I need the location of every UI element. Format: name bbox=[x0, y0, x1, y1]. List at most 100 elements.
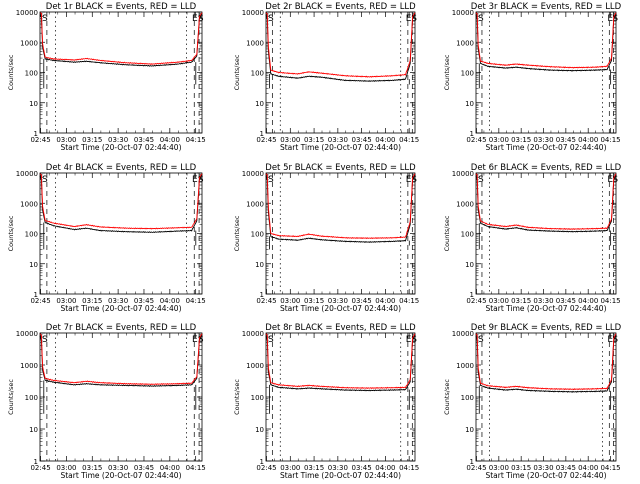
y-tick-label: 1 bbox=[34, 130, 38, 138]
panel-title: Det 9r BLACK = Events, RED = LLD bbox=[471, 323, 622, 333]
panel-title: Det 6r BLACK = Events, RED = LLD bbox=[471, 163, 622, 173]
y-tick-label: 1000 bbox=[246, 200, 264, 208]
detector-panel-6: Det 6r BLACK = Events, RED = LLD 1 10 100 10… bbox=[443, 163, 622, 313]
y-tick-label: 1 bbox=[34, 291, 38, 299]
x-tick-label: 03:00 bbox=[280, 464, 300, 472]
x-tick-label: 03:30 bbox=[533, 297, 553, 305]
x-tick-label: 02:45 bbox=[466, 297, 486, 305]
x-tick-label: 03:45 bbox=[134, 297, 154, 305]
lld-series-line bbox=[39, 12, 203, 65]
lld-series-line bbox=[39, 173, 203, 230]
x-tick-label: 04:00 bbox=[578, 464, 598, 472]
x-axis-label: Start Time (20-Oct-07 02:44:40) bbox=[280, 304, 401, 313]
start-marker-label: S bbox=[42, 175, 48, 185]
y-axis-label: Counts/sec bbox=[7, 379, 15, 415]
y-tick-label: 1000 bbox=[20, 362, 38, 370]
x-tick-label: 04:15 bbox=[186, 297, 206, 305]
y-axis-label: Counts/sec bbox=[233, 379, 241, 415]
panel-title: Det 5r BLACK = Events, RED = LLD bbox=[265, 163, 416, 173]
y-tick-label: 1000 bbox=[456, 39, 474, 47]
panel-title: Det 8r BLACK = Events, RED = LLD bbox=[265, 323, 416, 333]
y-tick-label: 1 bbox=[34, 458, 38, 466]
y-tick-label: 10 bbox=[465, 426, 474, 434]
x-axis-label: Start Time (20-Oct-07 02:44:40) bbox=[485, 304, 606, 313]
start-marker-label: S bbox=[411, 335, 417, 345]
events-series-line bbox=[475, 13, 617, 72]
x-tick-label: 03:45 bbox=[556, 464, 576, 472]
x-tick-label: 03:15 bbox=[511, 297, 531, 305]
x-tick-label: 04:00 bbox=[375, 136, 395, 144]
y-tick-label: 10000 bbox=[242, 9, 264, 17]
x-tick-label: 03:15 bbox=[511, 136, 531, 144]
y-tick-label: 10 bbox=[465, 261, 474, 269]
start-marker-label: S bbox=[42, 14, 48, 24]
events-series-line bbox=[265, 174, 416, 243]
y-axis-label: Counts/sec bbox=[7, 215, 15, 251]
x-tick-label: 03:00 bbox=[489, 464, 509, 472]
x-tick-label: 02:45 bbox=[30, 464, 50, 472]
end-marker-label: E bbox=[192, 14, 198, 24]
x-tick-label: 02:45 bbox=[30, 136, 50, 144]
start-marker-label: S bbox=[198, 14, 204, 24]
y-tick-label: 10 bbox=[255, 100, 264, 108]
x-tick-label: 03:45 bbox=[134, 464, 154, 472]
plot-frame bbox=[475, 332, 617, 462]
x-tick-label: 04:00 bbox=[160, 136, 180, 144]
x-tick-label: 03:30 bbox=[533, 136, 553, 144]
y-tick-label: 100 bbox=[461, 231, 474, 239]
end-marker-label: E bbox=[607, 14, 613, 24]
y-tick-label: 1000 bbox=[456, 200, 474, 208]
x-tick-label: 04:15 bbox=[600, 464, 620, 472]
start-marker-label: S bbox=[42, 335, 48, 345]
y-tick-label: 10 bbox=[29, 100, 38, 108]
end-marker-label: E bbox=[406, 335, 412, 345]
start-marker-label: S bbox=[198, 335, 204, 345]
y-tick-label: 100 bbox=[251, 394, 264, 402]
y-tick-label: 1 bbox=[470, 130, 474, 138]
y-tick-label: 1 bbox=[260, 291, 264, 299]
x-axis-label: Start Time (20-Oct-07 02:44:40) bbox=[485, 143, 606, 152]
x-tick-label: 04:15 bbox=[399, 297, 419, 305]
x-tick-label: 04:00 bbox=[375, 297, 395, 305]
y-tick-label: 10000 bbox=[16, 9, 38, 17]
lld-series-line bbox=[475, 333, 617, 391]
y-tick-label: 1 bbox=[260, 130, 264, 138]
x-axis-label: Start Time (20-Oct-07 02:44:40) bbox=[60, 304, 181, 313]
x-tick-label: 03:30 bbox=[328, 464, 348, 472]
plot-frame bbox=[39, 172, 203, 295]
y-tick-label: 10 bbox=[465, 100, 474, 108]
plot-frame bbox=[265, 332, 416, 462]
y-tick-label: 10000 bbox=[242, 170, 264, 178]
end-marker-label: E bbox=[192, 175, 198, 185]
y-axis-label: Counts/sec bbox=[233, 54, 241, 90]
x-tick-label: 04:00 bbox=[160, 297, 180, 305]
panel-title: Det 1r BLACK = Events, RED = LLD bbox=[46, 2, 197, 12]
x-tick-label: 03:00 bbox=[280, 136, 300, 144]
y-tick-label: 1000 bbox=[456, 362, 474, 370]
x-tick-label: 02:45 bbox=[30, 297, 50, 305]
x-axis-label: Start Time (20-Oct-07 02:44:40) bbox=[280, 471, 401, 480]
x-tick-label: 03:15 bbox=[511, 464, 531, 472]
start-marker-label: S bbox=[268, 335, 274, 345]
start-marker-label: S bbox=[478, 335, 484, 345]
y-tick-label: 100 bbox=[25, 394, 38, 402]
x-tick-label: 03:15 bbox=[304, 136, 324, 144]
plot-frame bbox=[39, 332, 203, 462]
x-tick-label: 04:15 bbox=[600, 297, 620, 305]
y-tick-label: 100 bbox=[461, 394, 474, 402]
x-axis-label: Start Time (20-Oct-07 02:44:40) bbox=[60, 143, 181, 152]
plot-frame bbox=[265, 11, 416, 134]
y-axis-label: Counts/sec bbox=[443, 379, 451, 415]
end-marker-label: E bbox=[192, 335, 198, 345]
y-tick-label: 10000 bbox=[452, 330, 474, 338]
x-tick-label: 03:30 bbox=[108, 464, 128, 472]
y-axis-label: Counts/sec bbox=[7, 54, 15, 90]
y-tick-label: 10000 bbox=[16, 170, 38, 178]
detector-panel-8: Det 8r BLACK = Events, RED = LLD 1 10 100 10… bbox=[233, 323, 419, 480]
detector-panel-5: Det 5r BLACK = Events, RED = LLD 1 10 100 10… bbox=[233, 163, 419, 313]
x-axis-label: Start Time (20-Oct-07 02:44:40) bbox=[485, 471, 606, 480]
events-series-line bbox=[39, 334, 203, 388]
start-marker-label: S bbox=[478, 14, 484, 24]
panel-title: Det 7r BLACK = Events, RED = LLD bbox=[46, 323, 197, 333]
x-tick-label: 04:00 bbox=[160, 464, 180, 472]
